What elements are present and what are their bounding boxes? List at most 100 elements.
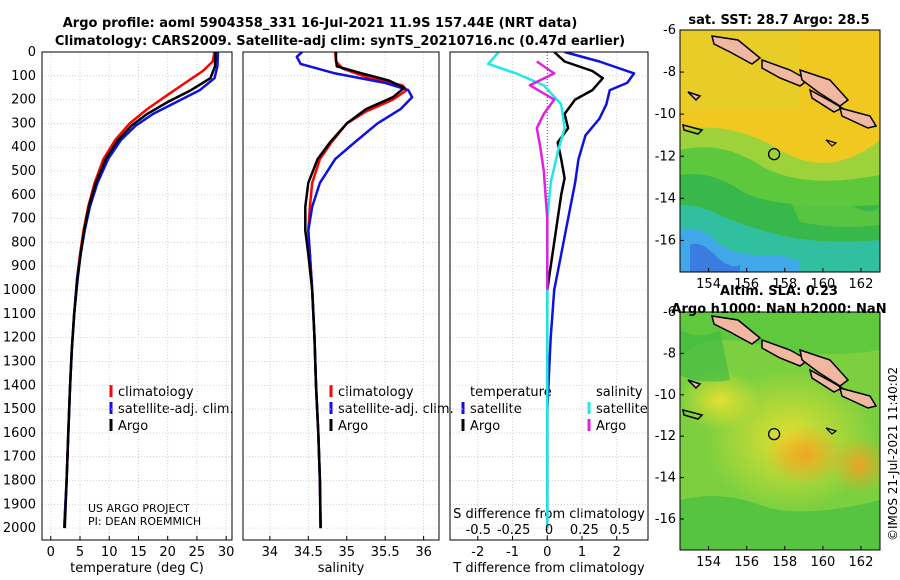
depth-tick-label: 1900 [3, 497, 36, 512]
depth-tick-label: 400 [11, 140, 36, 155]
depth-tick-label: 1000 [3, 283, 36, 298]
depth-tick-label: 300 [11, 116, 36, 131]
depth-tick-label: 1300 [3, 354, 36, 369]
legend-title-salinity: salinity [596, 385, 643, 400]
legend-label-t-argo: Argo [470, 419, 500, 434]
difference-stick-label: 0.5 [609, 523, 630, 538]
temperature-line-argo [63, 52, 217, 529]
sla_map-xtick-label: 154 [696, 555, 721, 570]
depth-tick-label: 700 [11, 212, 36, 227]
sst_map-xtick-label: 154 [696, 277, 721, 292]
axes-layer: 0 5 10 15 20 25 300100200300400500600700800900… [3, 23, 881, 570]
sla_map-ytick-label: -10 [655, 388, 676, 403]
sst_map-ytick-label: -8 [663, 65, 676, 80]
sst_map-xtick-label: 156 [734, 277, 759, 292]
series-layer [62, 52, 636, 529]
difference-xtick-label: 1 [578, 545, 586, 560]
depth-tick-label: 1200 [3, 331, 36, 346]
difference-xtick-label: -1 [506, 545, 519, 560]
legend-title-temperature: temperature [470, 385, 552, 400]
depth-tick-label: 100 [11, 69, 36, 84]
temperature-xtick-label: 5 [76, 545, 84, 560]
sla-map-title: Altim. SLA: 0.23 [720, 284, 838, 299]
salinity-axes-frame [242, 51, 440, 541]
sst_map-ytick-label: -16 [655, 233, 676, 248]
salinity-xtick-label: 34.5 [294, 545, 323, 560]
figure-title-line2: Climatology: CARS2009. Satellite-adj cli… [55, 34, 625, 49]
depth-tick-label: 200 [11, 93, 36, 108]
temperature-legend: climatology satellite-adj. clim. Argo [109, 385, 234, 434]
difference-stick-label: 0 [545, 523, 553, 538]
sla_map-frame [679, 311, 881, 551]
sla_map-ytick-label: -16 [655, 512, 676, 527]
legend-label-argo: Argo [338, 419, 368, 434]
depth-tick-label: 1700 [3, 450, 36, 465]
sst_map-frame [679, 29, 881, 273]
sst-map-islands [682, 35, 878, 147]
salinity-legend: climatology satellite-adj. clim. Argo [329, 385, 454, 434]
sla_map-xtick-label: 162 [849, 555, 874, 570]
sst_map-ytick-label: -14 [655, 191, 676, 206]
temperature-xtick-label: 30 [218, 545, 235, 560]
credit-text: US ARGO PROJECT [88, 502, 190, 515]
legend-label-climatology: climatology [338, 385, 414, 400]
depth-tick-label: 600 [11, 188, 36, 203]
sla_map-xtick-label: 156 [734, 555, 759, 570]
difference-line-s-satellite [486, 52, 566, 529]
difference-xtick-label: 2 [613, 545, 621, 560]
sst_map-xtick-label: 162 [849, 277, 874, 292]
depth-tick-label: 1500 [3, 402, 36, 417]
difference-xtick-label: -2 [471, 545, 484, 560]
sla_map-ytick-label: -6 [663, 305, 676, 320]
salinity-series-group [295, 52, 414, 529]
salinity-xlabel: salinity [318, 561, 365, 576]
sla-map-islands [682, 315, 878, 435]
legend-label-climatology: climatology [118, 385, 194, 400]
temperature-axes-frame [41, 51, 233, 541]
difference-line-s-argo [528, 60, 556, 290]
difference-stick-label: -0.5 [466, 523, 491, 538]
difference-line-t-satellite [546, 52, 636, 529]
sst_map-ytick-label: -6 [663, 23, 676, 38]
legend-label-satellite: satellite-adj. clim. [338, 402, 454, 417]
difference-xlabel-salinity: S difference from climatology [453, 507, 645, 522]
sla_map-xtick-label: 158 [772, 555, 797, 570]
temperature-xtick-label: 10 [101, 545, 118, 560]
sla-map-subtitle: Argo h1000: NaN h2000: NaN [671, 302, 886, 317]
temperature-xtick-label: 20 [159, 545, 176, 560]
sla_map-ytick-label: -14 [655, 471, 676, 486]
salinity-xtick-label: 35 [338, 545, 355, 560]
legend-label-t-satellite: satellite [470, 402, 522, 417]
sla_map-float-marker [767, 427, 781, 441]
difference-series-group [486, 52, 636, 529]
sst-map-title: sat. SST: 28.7 Argo: 28.5 [688, 13, 869, 28]
pi-text: PI: DEAN ROEMMICH [88, 515, 201, 528]
salinity-xtick-label: 35.5 [371, 545, 400, 560]
temperature-series-group [62, 52, 220, 529]
temperature-xtick-label: 25 [189, 545, 206, 560]
sst_map-float-marker [767, 148, 781, 161]
depth-tick-label: 2000 [3, 521, 36, 536]
difference-legend: temperature salinity satellite Argo sate… [461, 385, 648, 434]
sla_map-xtick-label: 160 [810, 555, 835, 570]
sst_map-ytick-label: -10 [655, 107, 676, 122]
depth-tick-label: 1800 [3, 473, 36, 488]
difference-stick-label: 0.25 [570, 523, 599, 538]
difference-xlabel: T difference from climatology [452, 561, 645, 576]
sst_map-xtick-label: 158 [772, 277, 797, 292]
salinity-xtick-label: 34 [262, 545, 279, 560]
difference-stick-label: -0.25 [497, 523, 531, 538]
sst_map-ytick-label: -12 [655, 149, 676, 164]
legend-label-satellite: satellite-adj. clim. [118, 402, 234, 417]
temperature-xtick-label: 15 [130, 545, 147, 560]
temperature-xtick-label: 0 [47, 545, 55, 560]
sst_map-xtick-label: 160 [810, 277, 835, 292]
legend-label-s-satellite: satellite [596, 402, 648, 417]
depth-tick-label: 1400 [3, 378, 36, 393]
depth-tick-label: 800 [11, 235, 36, 250]
depth-tick-label: 1100 [3, 307, 36, 322]
figure-title-line1: Argo profile: aoml 5904358_331 16-Jul-20… [63, 16, 578, 31]
depth-tick-label: 1600 [3, 426, 36, 441]
difference-line-t-argo [546, 52, 605, 529]
